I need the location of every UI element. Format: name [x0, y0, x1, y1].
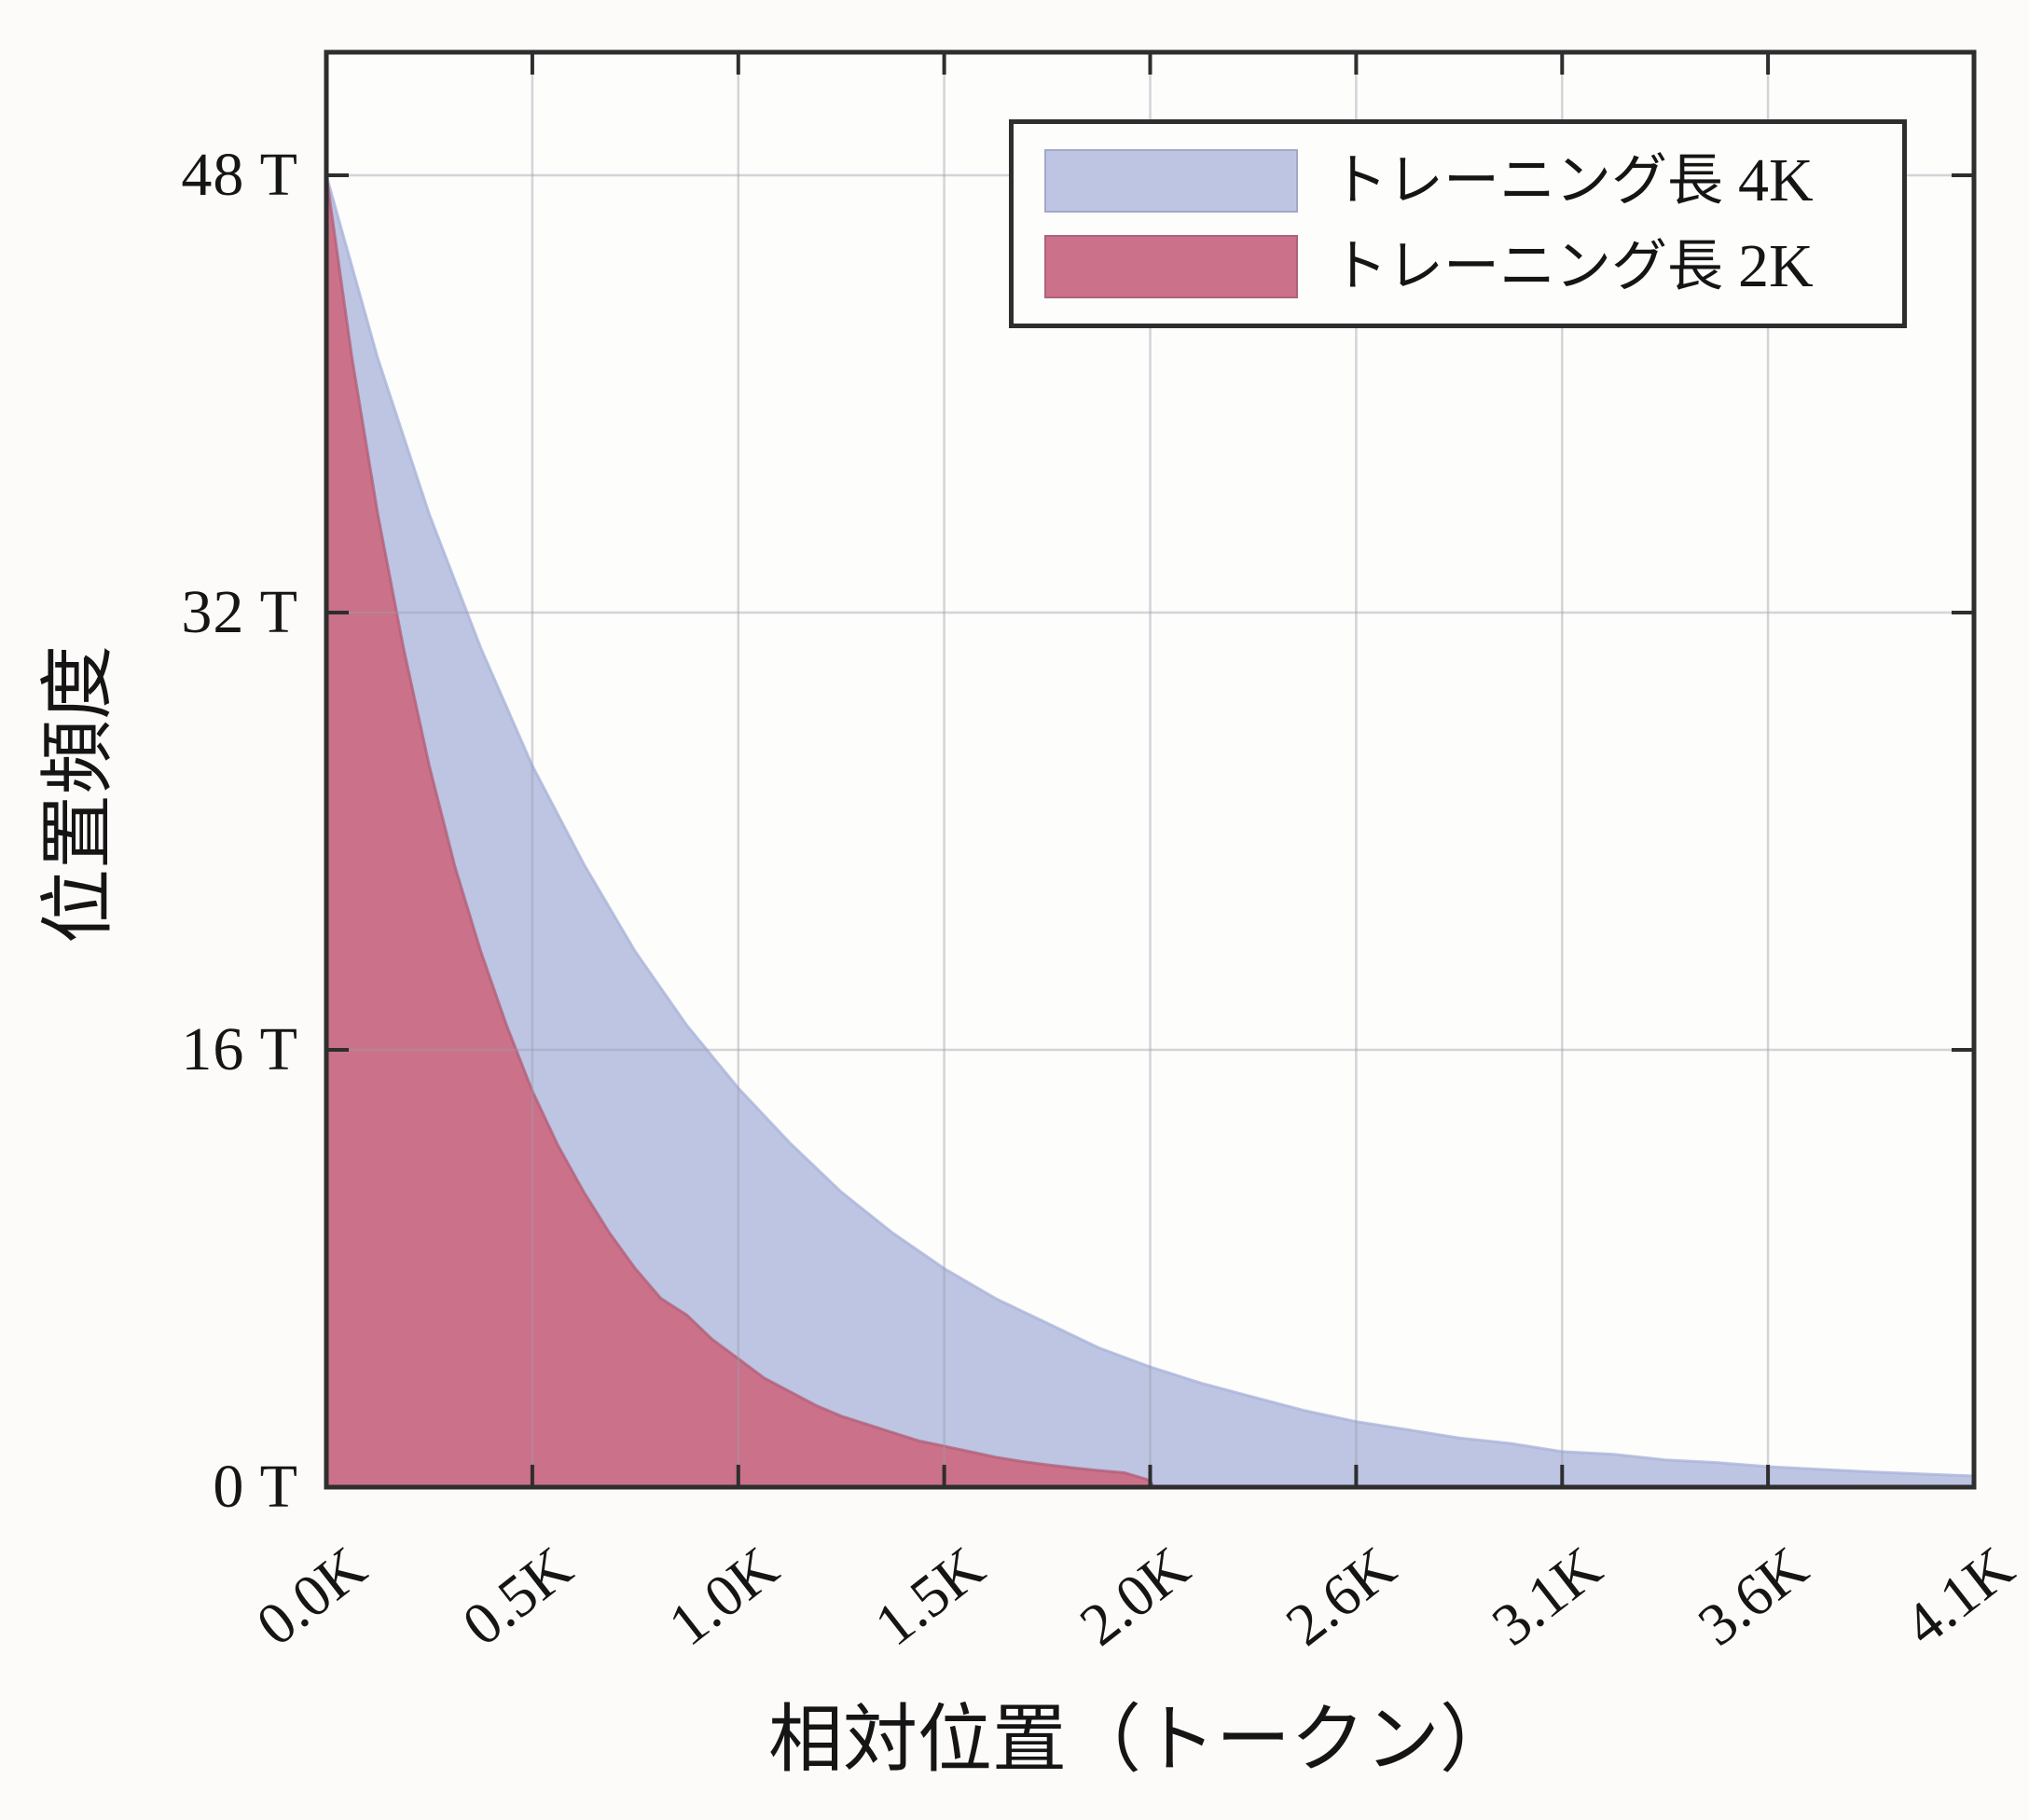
legend-item-training-4k: トレーニング長 4K: [1044, 149, 1902, 213]
legend-label-4k: トレーニング長: [1332, 149, 1723, 212]
legend-swatch-4k-icon: [1044, 149, 1298, 213]
plot-frame: [324, 49, 1977, 1490]
legend-label-2k-size: 2K: [1738, 232, 1814, 300]
legend-swatch-2k-icon: [1044, 235, 1298, 298]
area-series-0: [326, 175, 1974, 1487]
area-edge-series-0: [324, 174, 1975, 1478]
legend-label-4k-size: 4K: [1738, 146, 1814, 214]
area-series-1: [326, 175, 1153, 1487]
legend-item-training-2k: トレーニング長 2K: [1044, 235, 1902, 298]
area-edge-series-1: [324, 174, 1155, 1488]
legend-label-2k: トレーニング長: [1332, 235, 1723, 297]
legend: トレーニング長 4K トレーニング長 2K: [1009, 119, 1907, 328]
